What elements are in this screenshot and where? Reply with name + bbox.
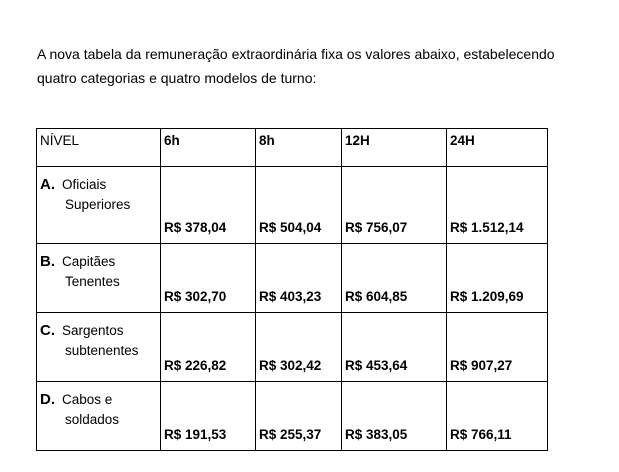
value-cell: R$ 378,04 — [160, 166, 256, 244]
level-letter: C. — [40, 322, 55, 339]
value-cell: R$ 403,23 — [255, 243, 342, 313]
data-row: C. Sargentos subtenentes R$ 226,82 R$ 302,42… — [36, 312, 548, 382]
level-cell: A. Oficiais Superiores — [36, 166, 161, 244]
value-cell: R$ 226,82 — [160, 312, 256, 382]
level-cell: B. Capitães Tenentes — [36, 243, 161, 313]
level-line: B. Capitães — [40, 253, 157, 270]
level-label: Superiores — [65, 197, 131, 212]
level-label: Sargentos — [62, 323, 124, 338]
level-letter: B. — [40, 253, 55, 270]
level-line: A. Oficiais — [40, 176, 157, 193]
value-cell: R$ 504,04 — [255, 166, 342, 244]
data-row: B. Capitães Tenentes R$ 302,70 R$ 403,23 R$ 6… — [36, 243, 548, 313]
value-cell: R$ 907,27 — [446, 312, 548, 382]
level-label: subtenentes — [65, 343, 139, 358]
value-cell: R$ 302,42 — [255, 312, 342, 382]
header-cell: 8h — [255, 128, 342, 167]
value-cell: R$ 453,64 — [341, 312, 447, 382]
value-cell: R$ 1.209,69 — [446, 243, 548, 313]
level-cell: D. Cabos e soldados — [36, 381, 161, 451]
value-cell: R$ 1.512,14 — [446, 166, 548, 244]
level-label: Capitães — [62, 254, 116, 269]
header-cell: 6h — [160, 128, 256, 167]
level-label: Cabos e — [62, 392, 113, 407]
intro-line: quatro categorias e quatro modelos de tu… — [37, 70, 317, 86]
header-cell: 24H — [446, 128, 548, 167]
level-label: Tenentes — [65, 274, 120, 289]
level-line: C. Sargentos — [40, 322, 157, 339]
level-label: soldados — [65, 412, 120, 427]
value-cell: R$ 191,53 — [160, 381, 256, 451]
header-cell: 12H — [341, 128, 447, 167]
value-cell: R$ 756,07 — [341, 166, 447, 244]
data-row: D. Cabos e soldados R$ 191,53 R$ 255,37 R$ 38… — [36, 381, 548, 451]
level-cell: C. Sargentos subtenentes — [36, 312, 161, 382]
header-cell: NÍVEL — [36, 128, 161, 167]
level-line: D. Cabos e — [40, 391, 157, 408]
value-cell: R$ 383,05 — [341, 381, 447, 451]
value-cell: R$ 255,37 — [255, 381, 342, 451]
value-cell: R$ 766,11 — [446, 381, 548, 451]
value-cell: R$ 604,85 — [341, 243, 447, 313]
level-label: Oficiais — [62, 177, 107, 192]
level-letter: D. — [40, 391, 55, 408]
pay-table: NÍVEL 6h 8h 12H 24H A. Oficiais Superiores R$ 37… — [36, 128, 548, 451]
intro-line: A nova tabela da remuneração extraordiná… — [37, 46, 555, 62]
header-row: NÍVEL 6h 8h 12H 24H — [36, 128, 548, 167]
intro-paragraph: A nova tabela da remuneração extraordiná… — [37, 42, 555, 90]
value-cell: R$ 302,70 — [160, 243, 256, 313]
data-row: A. Oficiais Superiores R$ 378,04 R$ 504,04 R$… — [36, 166, 548, 244]
level-letter: A. — [40, 176, 55, 193]
